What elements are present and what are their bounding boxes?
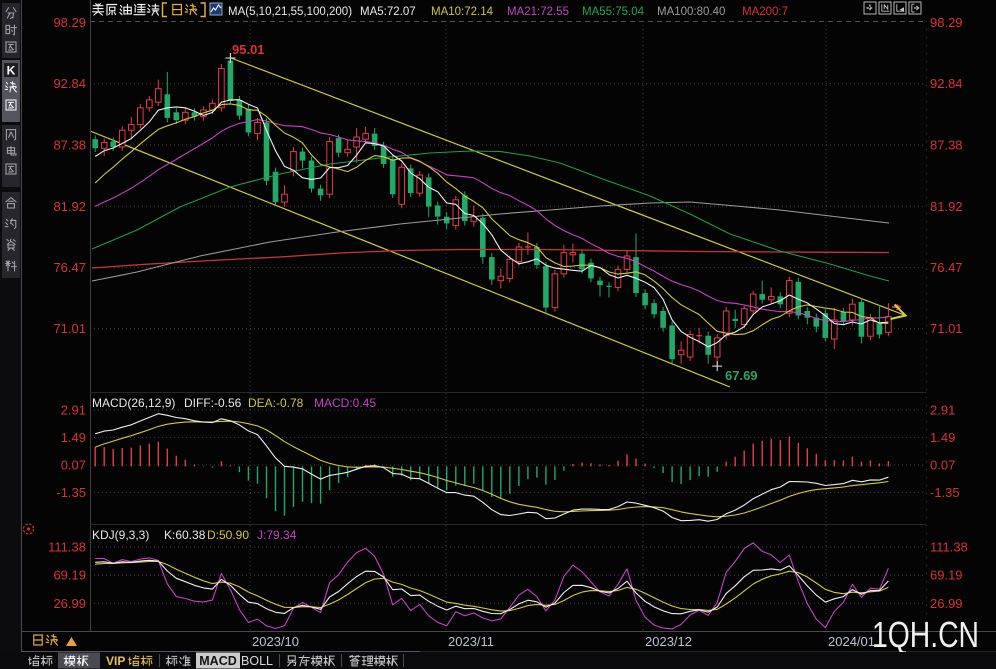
svg-text:92.84: 92.84 <box>930 76 963 91</box>
svg-text:69.19: 69.19 <box>930 568 963 583</box>
svg-text:MA55:75.04: MA55:75.04 <box>582 6 645 18</box>
svg-text:-1.35: -1.35 <box>56 485 86 500</box>
svg-text:2023/12: 2023/12 <box>645 634 692 649</box>
svg-text:MA(5,10,21,55,100,200): MA(5,10,21,55,100,200) <box>228 6 352 18</box>
svg-text:81.92: 81.92 <box>53 199 86 214</box>
svg-text:71.01: 71.01 <box>930 321 963 336</box>
svg-text:76.47: 76.47 <box>53 260 86 275</box>
svg-text:MA200:7: MA200:7 <box>742 6 788 18</box>
svg-text:MACD: MACD <box>199 654 237 668</box>
svg-text:67.69: 67.69 <box>725 368 758 383</box>
svg-text:0.07: 0.07 <box>930 458 955 473</box>
svg-text:111.38: 111.38 <box>930 540 968 555</box>
svg-text:2023/10: 2023/10 <box>252 634 299 649</box>
svg-text:71.01: 71.01 <box>53 321 86 336</box>
svg-text:81.92: 81.92 <box>930 199 963 214</box>
svg-text:92.84: 92.84 <box>53 76 86 91</box>
svg-text:MA10:72.14: MA10:72.14 <box>431 6 494 18</box>
svg-text:MA21:72.55: MA21:72.55 <box>507 6 569 18</box>
svg-text:95.01: 95.01 <box>232 42 265 57</box>
svg-text:76.47: 76.47 <box>930 260 963 275</box>
svg-text:MA100:80.40: MA100:80.40 <box>657 6 725 18</box>
svg-text:MACD(26,12,9): MACD(26,12,9) <box>92 396 175 410</box>
svg-text:2.91: 2.91 <box>930 403 955 418</box>
svg-text:J:79.34: J:79.34 <box>257 528 297 542</box>
svg-text:BOLL: BOLL <box>241 654 273 668</box>
svg-text:26.99: 26.99 <box>930 596 963 611</box>
svg-text:D:50.90: D:50.90 <box>207 528 249 542</box>
svg-text:87.38: 87.38 <box>53 138 86 153</box>
svg-text:K: K <box>7 64 16 78</box>
svg-text:1.49: 1.49 <box>930 430 955 445</box>
svg-text:1QH.CN: 1QH.CN <box>872 614 979 655</box>
svg-text:111.38: 111.38 <box>48 540 86 555</box>
svg-text:98.29: 98.29 <box>930 15 963 30</box>
svg-text:VIP: VIP <box>106 654 125 668</box>
svg-text:1.49: 1.49 <box>61 430 86 445</box>
svg-text:MA5:72.07: MA5:72.07 <box>360 6 416 18</box>
svg-text:69.19: 69.19 <box>53 568 86 583</box>
svg-text:DEA:-0.78: DEA:-0.78 <box>248 396 304 410</box>
svg-text:87.38: 87.38 <box>930 138 963 153</box>
svg-text:98.29: 98.29 <box>53 15 86 30</box>
svg-text:2023/11: 2023/11 <box>448 634 494 649</box>
svg-text:-1.35: -1.35 <box>930 485 960 500</box>
svg-text:2.91: 2.91 <box>61 403 86 418</box>
svg-text:K:60.38: K:60.38 <box>164 528 206 542</box>
svg-text:MACD:0.45: MACD:0.45 <box>314 396 376 410</box>
svg-text:26.99: 26.99 <box>53 596 86 611</box>
svg-text:2024/01: 2024/01 <box>828 634 875 649</box>
svg-text:KDJ(9,3,3): KDJ(9,3,3) <box>92 528 149 542</box>
svg-text:DIFF:-0.56: DIFF:-0.56 <box>184 396 242 410</box>
svg-text:0.07: 0.07 <box>61 458 86 473</box>
